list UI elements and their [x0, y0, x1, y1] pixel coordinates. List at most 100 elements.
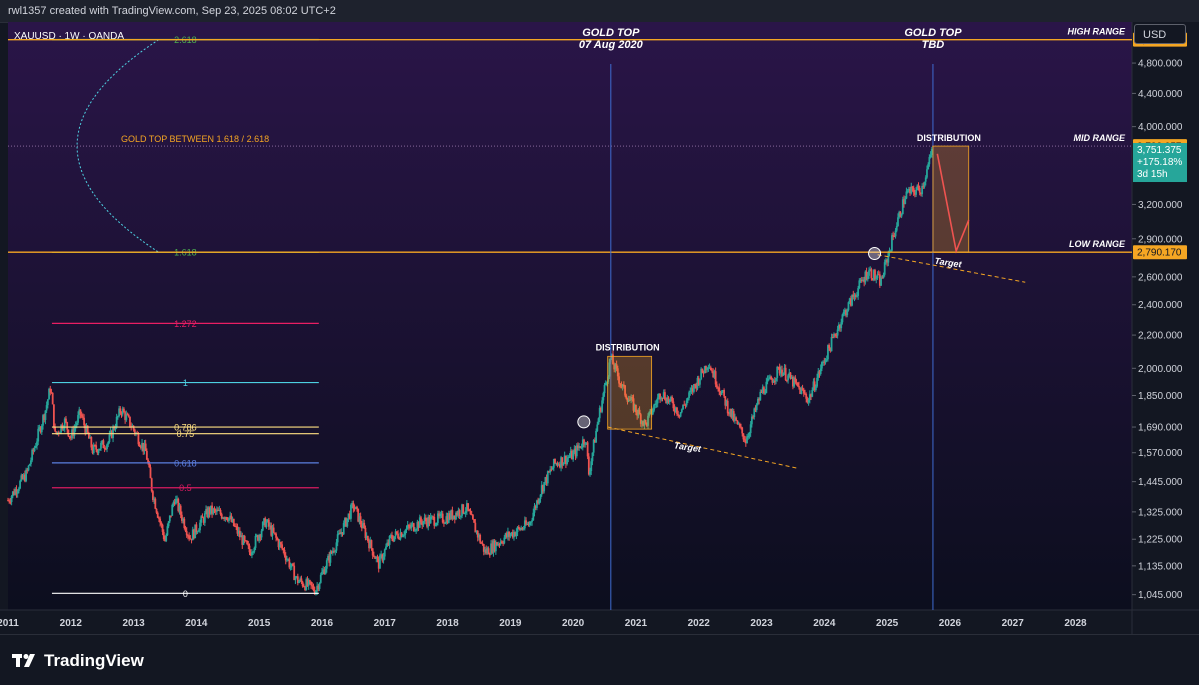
- candle: [823, 357, 826, 366]
- candle-body: [89, 436, 92, 439]
- candle-body: [237, 530, 240, 534]
- candle-body: [487, 548, 490, 555]
- candle: [388, 535, 391, 549]
- candle: [781, 365, 783, 378]
- candle: [620, 381, 623, 389]
- candle: [574, 445, 577, 461]
- candle-body: [428, 516, 431, 524]
- candle-body: [770, 376, 773, 380]
- candle-body: [216, 509, 218, 512]
- candle: [834, 333, 837, 338]
- candle: [72, 425, 75, 439]
- candle-body: [839, 324, 841, 329]
- candle-body: [735, 417, 738, 421]
- candle: [668, 399, 671, 405]
- candle-body: [211, 505, 213, 514]
- candle: [294, 575, 297, 585]
- candle-body: [627, 399, 630, 402]
- candle-body: [55, 431, 58, 434]
- candle-body: [516, 526, 519, 532]
- candle: [793, 376, 796, 388]
- candle: [479, 533, 482, 544]
- candle: [86, 425, 89, 435]
- candle: [930, 146, 933, 158]
- candle-body: [118, 408, 120, 417]
- candle: [748, 431, 751, 439]
- candle: [904, 196, 907, 205]
- candle-body: [816, 377, 818, 387]
- price-chart[interactable]: XAUUSD · 1W · OANDA 00.50.6180.750.78611…: [0, 22, 1199, 634]
- candle: [270, 522, 273, 537]
- candle-body: [598, 407, 601, 419]
- candle-body: [275, 533, 277, 538]
- candle-body: [573, 448, 576, 453]
- candle-body: [513, 532, 515, 538]
- candle-body: [520, 528, 523, 531]
- candle-body: [177, 498, 180, 511]
- candle: [127, 413, 130, 418]
- candle-body: [21, 475, 24, 479]
- candle: [276, 536, 279, 541]
- candle: [869, 266, 872, 272]
- candle: [244, 540, 247, 542]
- y-tick-label: 1,850.000: [1138, 391, 1183, 402]
- candle-body: [837, 324, 840, 330]
- candle: [174, 495, 177, 505]
- candle: [213, 506, 216, 514]
- candle-body: [110, 430, 113, 439]
- candle-body: [891, 235, 893, 251]
- candle: [170, 515, 172, 518]
- candle-body: [519, 527, 521, 531]
- candle-body: [258, 534, 261, 541]
- candle: [531, 517, 533, 526]
- candle-body: [277, 539, 280, 548]
- candle: [725, 399, 728, 407]
- candle-body: [48, 388, 50, 400]
- candle: [224, 516, 227, 522]
- candle-body: [389, 535, 392, 537]
- candle-body: [150, 478, 153, 492]
- candle: [732, 408, 735, 423]
- candle: [589, 467, 591, 477]
- candle-body: [323, 569, 326, 575]
- candle: [758, 397, 761, 405]
- candle: [264, 516, 267, 528]
- candle-body: [641, 421, 643, 424]
- candle: [715, 381, 718, 390]
- candle: [928, 154, 931, 167]
- candle: [141, 438, 143, 452]
- candle-body: [574, 448, 577, 457]
- candle-body: [133, 429, 136, 434]
- candle: [881, 275, 884, 279]
- candle: [212, 507, 215, 516]
- tradingview-logo[interactable]: TradingView: [12, 651, 144, 671]
- x-tick-label: 2015: [248, 618, 271, 629]
- candle-body: [16, 491, 19, 494]
- candle: [718, 383, 721, 396]
- candle-body: [382, 556, 385, 561]
- candle: [322, 565, 325, 575]
- candle: [176, 495, 178, 503]
- candle-body: [620, 384, 623, 387]
- candle: [713, 369, 716, 379]
- candle-body: [591, 452, 594, 462]
- candle-body: [497, 543, 500, 546]
- candle: [583, 438, 585, 448]
- candle: [139, 445, 142, 450]
- candle: [308, 579, 311, 585]
- candle: [150, 477, 153, 493]
- candle-body: [125, 414, 128, 420]
- currency-button[interactable]: USD: [1134, 24, 1186, 44]
- candle-body: [522, 528, 525, 530]
- candle: [79, 409, 82, 419]
- candle-body: [732, 411, 735, 421]
- candle-body: [897, 217, 899, 227]
- candle: [695, 382, 698, 392]
- candle-body: [554, 458, 556, 464]
- candle: [100, 441, 102, 452]
- candle-body: [864, 271, 867, 283]
- candle: [927, 162, 930, 170]
- candle: [203, 510, 206, 527]
- candle-body: [96, 449, 99, 454]
- candle-body: [399, 532, 402, 540]
